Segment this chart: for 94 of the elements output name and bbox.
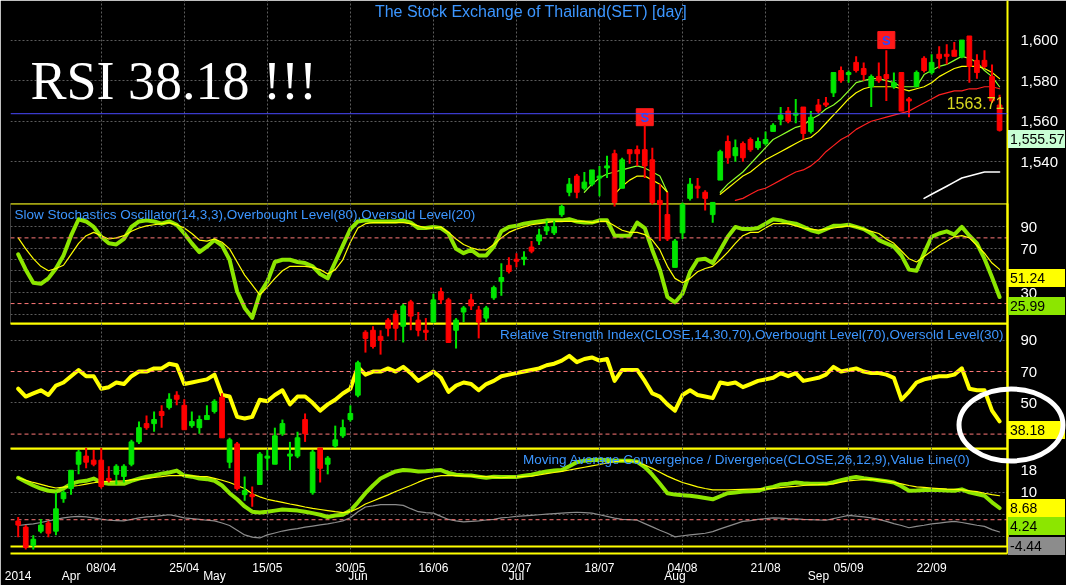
text: 1,555.57 xyxy=(1010,131,1065,147)
data-label: 25.99 xyxy=(1010,298,1046,314)
candlestick xyxy=(566,177,573,198)
x-tick-label: 16/06 xyxy=(418,560,449,575)
annotation: RSI 38.18 !!! xyxy=(30,50,317,111)
candlestick xyxy=(573,173,580,200)
y-tick-label: 70 xyxy=(1020,362,1038,380)
candlestick xyxy=(317,446,323,484)
candlestick xyxy=(657,183,663,242)
y-tick-label: 1,560 xyxy=(1020,112,1059,130)
candlestick xyxy=(475,304,482,340)
candlestick xyxy=(724,134,731,165)
x-tick-label: 22/09 xyxy=(916,560,947,575)
annotation: Relative Strength Index(CLOSE,14,30,70),Overbought Level(70),Oversold Level(30) xyxy=(499,326,1004,342)
candlestick xyxy=(241,475,248,502)
candlestick xyxy=(22,524,29,551)
candlestick xyxy=(581,170,588,192)
x-tick-label: 18/07 xyxy=(584,560,615,575)
line-series xyxy=(16,353,1002,424)
y-tick-label: 50 xyxy=(1020,393,1038,411)
data-label: 38.18 xyxy=(1010,422,1046,438)
candlestick xyxy=(453,317,459,350)
data-label: 51.24 xyxy=(1010,270,1046,286)
candlestick xyxy=(377,329,384,356)
candlestick xyxy=(15,515,22,539)
candlestick xyxy=(249,485,256,508)
data-label: 8.68 xyxy=(1010,500,1038,516)
y-tick-label: 1,580 xyxy=(1020,71,1059,89)
candlestick xyxy=(777,106,784,127)
x-tick-label: 2014 xyxy=(4,568,32,583)
x-tick-label: May xyxy=(203,568,226,583)
chart-title: The Stock Exchange of Thailand(SET) [day] xyxy=(374,2,687,20)
candlestick xyxy=(53,491,59,537)
x-tick-label: Apr xyxy=(61,568,81,583)
candlestick xyxy=(392,308,399,342)
line-series xyxy=(923,171,1001,200)
candlestick xyxy=(604,154,610,180)
candlestick xyxy=(158,404,165,429)
y-tick-label: 1,600 xyxy=(1020,31,1059,49)
x-tick-label: 05/09 xyxy=(833,560,864,575)
candlestick xyxy=(339,418,346,439)
candlestick xyxy=(226,436,233,470)
data-label: S xyxy=(882,32,891,48)
y-tick-label: 1,540 xyxy=(1020,152,1059,170)
candlestick xyxy=(407,298,414,332)
candlestick xyxy=(400,302,407,344)
data-label: S xyxy=(640,109,650,125)
y-tick-label: 70 xyxy=(1020,239,1038,257)
candlestick xyxy=(860,61,867,82)
candlestick xyxy=(709,201,716,224)
candlestick xyxy=(287,440,293,472)
candlestick xyxy=(332,424,339,449)
candlestick xyxy=(928,53,935,76)
candlestick xyxy=(324,455,331,476)
candlestick xyxy=(385,317,391,338)
x-tick-label: 15/05 xyxy=(252,560,283,575)
x-tick-label: Sep xyxy=(807,568,830,583)
candlestick xyxy=(415,311,422,338)
candlestick xyxy=(732,138,739,163)
candlestick xyxy=(423,317,429,342)
x-tick-label: 21/08 xyxy=(750,560,781,575)
candlestick xyxy=(702,189,708,212)
candlestick xyxy=(694,177,701,200)
y-tick-label: 10 xyxy=(1020,483,1038,501)
candlestick xyxy=(498,262,505,297)
candlestick xyxy=(68,469,74,496)
candlestick xyxy=(370,325,376,350)
y-tick-label: 90 xyxy=(1020,331,1038,349)
candlestick xyxy=(792,97,799,125)
line-series xyxy=(17,220,1001,296)
candlestick xyxy=(151,410,157,433)
candlestick xyxy=(868,73,875,109)
candlestick xyxy=(83,446,89,470)
candlestick xyxy=(75,449,82,476)
candlestick xyxy=(906,95,912,119)
annotation: Slow Stochastics Oscillator(14,3,3),Overbought Level(80),Oversold Level(20) xyxy=(14,206,476,222)
candlestick xyxy=(302,412,308,443)
candlestick xyxy=(808,110,814,135)
candlestick xyxy=(136,420,142,445)
candlestick xyxy=(128,438,135,468)
candlestick xyxy=(362,329,369,354)
x-tick-label: 08/04 xyxy=(86,560,117,575)
candlestick xyxy=(294,430,301,460)
candlestick xyxy=(936,45,943,70)
data-label: -4.44 xyxy=(1010,538,1043,554)
candlestick xyxy=(121,463,127,484)
candlestick xyxy=(430,292,437,324)
candlestick xyxy=(687,177,693,202)
x-tick-label: 25/04 xyxy=(169,560,200,575)
y-tick-label: 18 xyxy=(1020,461,1038,479)
data-label: 4.24 xyxy=(1010,518,1038,534)
candlestick xyxy=(113,463,120,486)
y-tick-label: 90 xyxy=(1020,217,1038,235)
candlestick xyxy=(958,39,965,60)
